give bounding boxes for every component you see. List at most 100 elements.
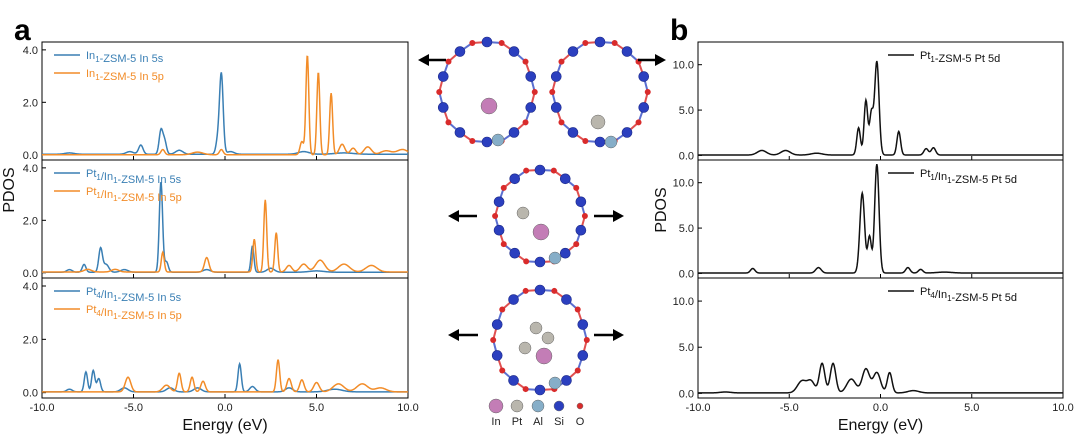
atom-si [561, 294, 572, 305]
atom-o [581, 213, 588, 219]
atom-o [574, 367, 581, 374]
atom-si [437, 102, 449, 113]
atom-al [548, 251, 562, 265]
series-line [698, 60, 1063, 156]
subplot: 0.0 5.0 10.0 Pt4/In1-ZSM-5 Pt 5d [673, 277, 1064, 400]
legend-entry: Pt4/In1-ZSM-5 In 5p [86, 304, 182, 322]
atom-si [621, 46, 633, 57]
element-legend-label: O [576, 416, 585, 428]
x-tick-label: 5.0 [309, 402, 324, 414]
element-legend-label: In [491, 416, 500, 428]
series-line [42, 72, 408, 155]
zeolite-structure [492, 164, 588, 268]
atom-o [522, 58, 529, 65]
atom-si [491, 319, 503, 330]
atom-si [493, 196, 505, 208]
atom-si [534, 384, 546, 396]
atom-si [437, 71, 449, 82]
atom-si [577, 350, 589, 361]
y-tick-label: 10.0 [673, 60, 694, 72]
atom-o [635, 119, 642, 126]
arrow-icon [448, 210, 477, 222]
atom-o [469, 138, 476, 145]
atom-o [445, 119, 452, 126]
atom-in [480, 97, 498, 115]
arrow-icon [594, 329, 624, 341]
atom-si [567, 46, 579, 57]
x-tick-label: 10.0 [397, 402, 418, 414]
atom-al [604, 135, 618, 149]
atom-si [577, 319, 589, 330]
atom-si [559, 173, 571, 185]
atom-al [548, 376, 562, 390]
atom-o [611, 39, 618, 46]
y-tick-label: 0.0 [23, 388, 38, 400]
atom-o [522, 119, 529, 126]
atom-si [508, 375, 519, 386]
atom-si [594, 36, 606, 48]
atom-o [436, 89, 443, 95]
arrow-icon [418, 54, 446, 66]
legend-entry: Pt4/In1-ZSM-5 Pt 5d [920, 286, 1017, 304]
atom-al [491, 133, 505, 147]
atom-si [534, 256, 546, 268]
legend-entry: Pt1-ZSM-5 Pt 5d [920, 50, 1000, 65]
y-tick-label: 4.0 [23, 281, 38, 293]
atom-o [445, 58, 452, 65]
y-axis-label: PDOS [1, 167, 18, 212]
atom-o [500, 241, 507, 248]
series-line [42, 361, 408, 393]
x-tick-label: -5.0 [124, 402, 143, 414]
panel-label-a: a [14, 14, 31, 47]
atom-si [550, 102, 562, 113]
atom-o [523, 167, 530, 174]
atom-o [582, 138, 589, 145]
x-tick-label: -5.0 [780, 402, 799, 414]
atom-o [573, 241, 580, 248]
atom-si [493, 224, 505, 236]
legend-entry: Pt1/In1-ZSM-5 Pt 5d [920, 168, 1017, 186]
element-legend-swatch [553, 400, 565, 412]
subplot: 0.0 2.0 4.0 In1-ZSM-5 In 5s In1-ZSM-5 In 5p [23, 41, 409, 162]
x-tick-label: -10.0 [29, 402, 54, 414]
atom-si [575, 224, 587, 236]
atom-pt [590, 114, 606, 130]
atom-si [561, 375, 572, 386]
atom-si [525, 71, 537, 82]
series-line [698, 362, 1063, 394]
y-tick-label: 2.0 [23, 215, 38, 227]
element-legend-swatch [531, 399, 545, 413]
arrow-icon [448, 329, 478, 341]
x-tick-label: 0.0 [217, 402, 232, 414]
atom-o [574, 306, 581, 313]
y-axis-label: PDOS [653, 187, 670, 232]
atom-si [621, 127, 633, 138]
atom-in [532, 223, 550, 241]
x-tick-label: 10.0 [1052, 402, 1073, 414]
subplot: 0.0 5.0 10.0 Pt1/In1-ZSM-5 Pt 5d [673, 159, 1064, 280]
atom-o [551, 287, 558, 294]
zeolite-structure [549, 36, 651, 149]
atom-si [525, 102, 537, 113]
atom-si [534, 164, 546, 176]
atom-o [558, 119, 565, 126]
atom-si [575, 196, 587, 208]
x-tick-label: 5.0 [964, 402, 979, 414]
atom-si [534, 284, 546, 296]
atom-si [508, 46, 520, 57]
y-tick-label: 10.0 [673, 178, 694, 190]
series-line [42, 359, 408, 393]
atom-si [454, 46, 466, 57]
zeolite-structure [436, 36, 538, 148]
y-tick-label: 4.0 [23, 45, 38, 57]
series-line [42, 199, 408, 273]
x-tick-label: 0.0 [873, 402, 888, 414]
zeolite-structure [490, 284, 590, 396]
atom-si [567, 127, 579, 138]
element-legend-swatch [576, 402, 584, 410]
arrow-icon [594, 210, 624, 222]
y-tick-label: 0.0 [679, 388, 694, 400]
atom-o [492, 213, 499, 219]
subplot: 0.0 5.0 10.0 Pt1-ZSM-5 Pt 5d [673, 41, 1064, 162]
